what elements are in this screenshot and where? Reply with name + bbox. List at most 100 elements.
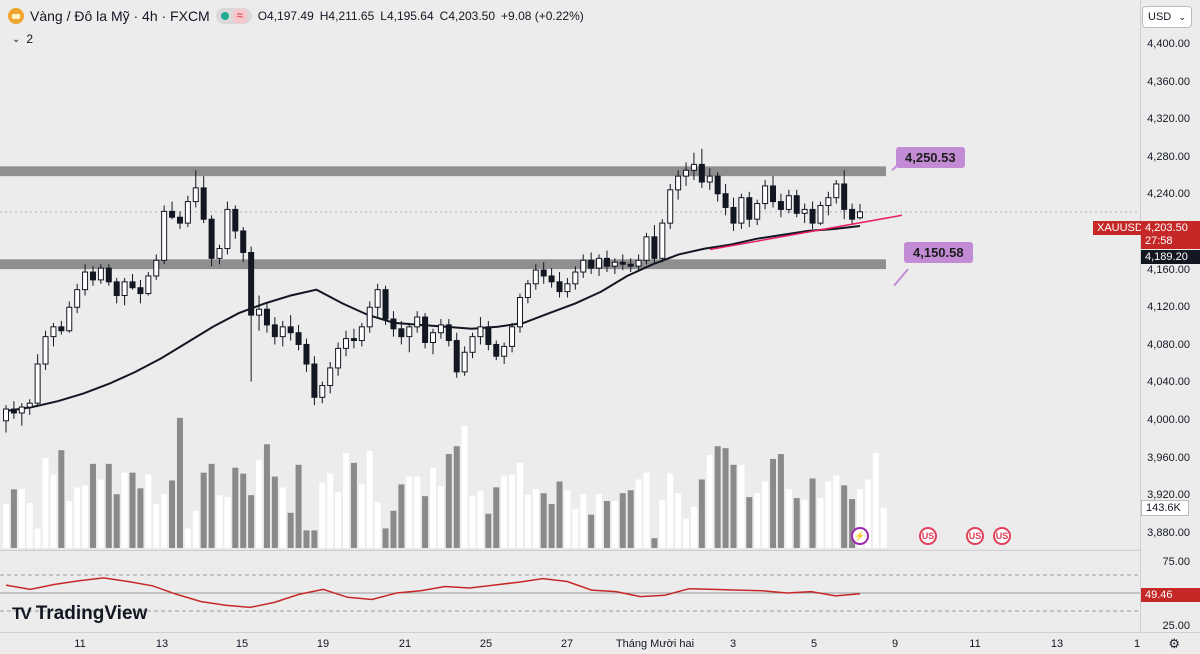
candle-body	[603, 257, 610, 267]
candle-body	[358, 326, 365, 342]
volume-bar	[493, 487, 500, 548]
volume-bar	[287, 512, 294, 548]
candle-body	[770, 185, 777, 203]
volume-bar	[572, 508, 579, 548]
upper-price-callout[interactable]: 4,250.53	[896, 147, 965, 168]
support-resistance-zone	[0, 166, 886, 177]
gold-icon	[8, 8, 24, 24]
candle-body	[97, 267, 104, 281]
volume-bar	[501, 475, 508, 548]
volume-bar	[667, 473, 674, 548]
volume-bar	[706, 455, 713, 548]
volume-bar	[509, 474, 516, 548]
time-axis[interactable]: 11 13 15 19 21 25 27 Tháng Mười hai 3 5 9 11 13 1 ⚙	[0, 632, 1200, 654]
volume-bar	[754, 493, 761, 548]
candle-body	[414, 316, 421, 328]
price-chart[interactable]: Vàng / Đô la Mỹ · 4h · FXCM ≈ O4,197.49 H…	[0, 0, 1140, 548]
rsi-chart[interactable]	[0, 551, 1140, 633]
candle-body	[145, 275, 152, 295]
candle-body	[825, 197, 832, 207]
us-flag-event-icon[interactable]: US	[966, 527, 984, 545]
settings-gear-icon[interactable]: ⚙	[1168, 636, 1180, 651]
volume-bar	[3, 503, 9, 548]
candle-body	[256, 308, 263, 316]
price-axis[interactable]: USD ⌄ 4,400.00 4,360.00 4,320.00 4,280.00 4,…	[1093, 0, 1200, 632]
volume-bar	[208, 463, 215, 548]
volume-bar	[343, 453, 350, 548]
candle-body	[3, 408, 9, 422]
candle-body	[627, 263, 634, 267]
volume-bar	[809, 478, 816, 548]
candle-body	[683, 169, 690, 177]
candle-body	[817, 205, 824, 224]
candle-body	[279, 326, 286, 338]
candle-body	[18, 406, 25, 414]
time-tick-label: 11	[74, 638, 86, 650]
candle-body	[374, 289, 381, 308]
indicator-toggle[interactable]: ⌄ 2	[12, 32, 33, 46]
candle-body	[232, 208, 239, 232]
us-flag-event-icon[interactable]: US	[993, 527, 1011, 545]
volume-bar	[556, 481, 563, 548]
tradingview-logo-icon: TV	[12, 604, 32, 623]
candle-body	[129, 281, 136, 289]
time-tick-label: 11	[969, 638, 981, 650]
candle-body	[161, 210, 168, 261]
volume-bar	[224, 497, 231, 548]
candle-body	[10, 408, 17, 414]
candle-body	[698, 163, 705, 183]
volume-bar	[422, 496, 429, 548]
candle-body	[762, 185, 769, 205]
candle-body	[390, 318, 397, 330]
rsi-value-tag: 49.46	[1141, 588, 1200, 602]
volume-bar	[833, 475, 840, 548]
moving-average-line	[5, 225, 861, 412]
volume-bar	[398, 484, 405, 548]
time-tick-label: 13	[155, 638, 169, 650]
tradingview-brand[interactable]: TV TradingView	[12, 603, 147, 625]
us-flag-event-icon[interactable]: US	[919, 527, 937, 545]
symbol-title[interactable]: Vàng / Đô la Mỹ · 4h · FXCM	[30, 8, 210, 24]
candle-body	[841, 183, 848, 210]
rsi-pane[interactable]	[0, 550, 1140, 632]
volume-bar	[548, 503, 555, 548]
candle-body	[295, 332, 302, 345]
time-tick-label: 1	[1133, 638, 1141, 650]
price-tick-label: 4,120.00	[1147, 301, 1190, 314]
candle-body	[580, 259, 587, 273]
candle-body	[271, 324, 278, 338]
lower-price-callout[interactable]: 4,150.58	[904, 242, 973, 263]
last-price-tag: 4,203.50 27:58	[1141, 221, 1200, 249]
price-tick-label: 4,040.00	[1147, 376, 1190, 389]
candle-body	[406, 326, 413, 338]
time-tick-label: 19	[316, 638, 330, 650]
candle-body	[153, 259, 160, 277]
ohlc-l: L4,195.64	[380, 9, 434, 23]
market-status-pill[interactable]: ≈	[215, 8, 252, 24]
volume-bar	[580, 494, 587, 548]
ma-price-tag: 4,189.20	[1141, 250, 1200, 264]
volume-bar	[200, 472, 207, 548]
flash-event-icon[interactable]: ⚡	[851, 527, 869, 545]
lower-callout-pointer	[893, 268, 909, 287]
candle-body	[746, 197, 753, 220]
candle-body	[690, 163, 697, 171]
volume-bar	[390, 510, 397, 548]
candle-body	[730, 206, 737, 224]
candlestick-chart[interactable]	[0, 0, 1140, 548]
volume-bar	[374, 502, 381, 548]
volume-bar	[524, 495, 531, 548]
candle-body	[437, 324, 444, 334]
volume-bar	[714, 446, 721, 548]
currency-select[interactable]: USD ⌄	[1142, 6, 1192, 28]
volume-bar	[738, 464, 745, 548]
candle-body	[263, 308, 270, 326]
volume-bar	[105, 463, 112, 548]
volume-bar	[145, 474, 152, 548]
candle-body	[42, 336, 49, 365]
volume-bar	[872, 453, 879, 548]
volume-bar	[279, 487, 286, 548]
candle-body	[248, 251, 255, 316]
volume-bar	[335, 492, 342, 548]
volume-bar	[66, 501, 73, 548]
